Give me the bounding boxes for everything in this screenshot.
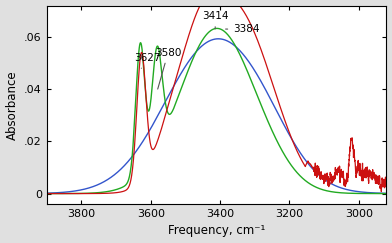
X-axis label: Frequency, cm⁻¹: Frequency, cm⁻¹ [168, 225, 265, 237]
Text: 3384: 3384 [226, 24, 260, 34]
Y-axis label: Absorbance: Absorbance [5, 70, 18, 140]
Text: 3414: 3414 [202, 11, 229, 29]
Text: 3580: 3580 [155, 48, 181, 89]
Text: 3627: 3627 [134, 53, 161, 68]
